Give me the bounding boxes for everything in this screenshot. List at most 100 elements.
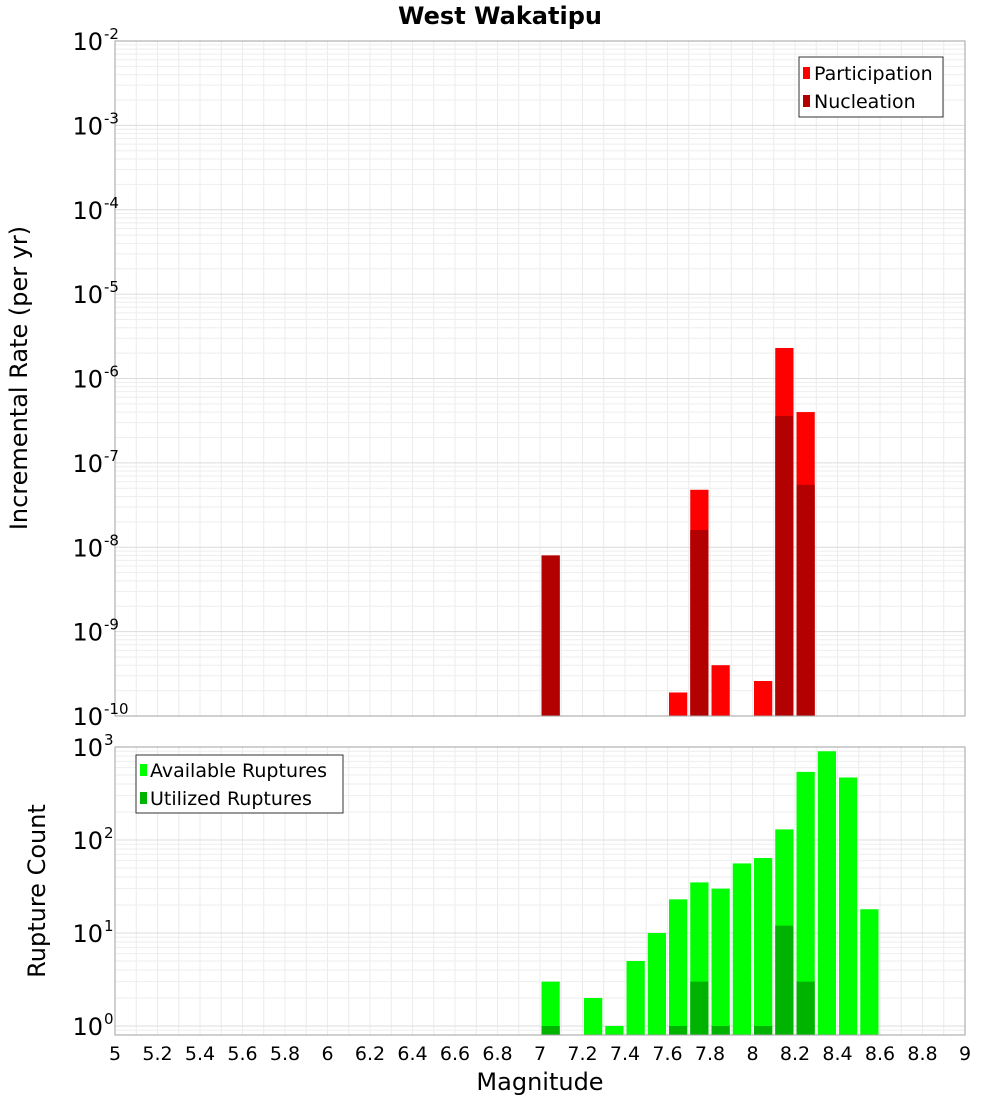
top-y-tick-label: 10	[72, 534, 103, 562]
bottom-y-tick-exponent: 2	[104, 824, 114, 842]
x-tick-label: 7.6	[652, 1043, 682, 1065]
bottom-bar-series-0	[711, 888, 730, 1035]
x-tick-label: 5.2	[142, 1043, 172, 1065]
bottom-bar-series-0	[669, 899, 688, 1035]
x-tick-label: 5.6	[227, 1043, 257, 1065]
bottom-bar-series-0	[541, 981, 560, 1035]
top-y-tick-exponent: -5	[104, 278, 119, 296]
top-plot-bars	[541, 347, 815, 716]
x-tick-label: 8.8	[907, 1043, 937, 1065]
bottom-legend: Available Ruptures Utilized Ruptures	[135, 754, 344, 814]
x-tick-label: 5	[109, 1043, 121, 1065]
x-tick-label: 9	[959, 1043, 971, 1065]
x-axis-label: Magnitude	[476, 1068, 603, 1096]
top-y-tick-exponent: -7	[104, 447, 119, 465]
top-y-tick-exponent: -3	[104, 109, 119, 127]
bottom-bar-series-1	[690, 981, 709, 1035]
x-tick-label: 6.8	[482, 1043, 512, 1065]
top-y-tick-exponent: -4	[104, 194, 119, 212]
bottom-bar-series-0	[796, 771, 815, 1035]
top-y-tick-label: 10	[72, 281, 103, 309]
bottom-bar-series-1	[541, 1025, 560, 1035]
bottom-bar-series-1	[711, 1025, 730, 1035]
top-y-tick-label: 10	[72, 450, 103, 478]
bottom-y-tick-label: 10	[72, 1013, 103, 1041]
top-y-tick-exponent: -10	[104, 700, 129, 718]
bottom-bar-series-1	[669, 1025, 688, 1035]
bottom-bar-series-0	[732, 863, 751, 1035]
top-legend: Participation Nucleation	[798, 56, 944, 118]
bottom-bar-series-0	[647, 932, 666, 1035]
top-y-tick-exponent: -6	[104, 363, 119, 381]
bottom-y-tick-exponent: 3	[104, 731, 114, 749]
top-y-tick-exponent: -2	[104, 25, 119, 43]
x-tick-label: 6.4	[397, 1043, 427, 1065]
bottom-y-tick-label: 10	[72, 827, 103, 855]
bottom-y-tick-exponent: 1	[104, 917, 114, 935]
bottom-bar-series-1	[775, 925, 794, 1035]
bottom-legend-box	[135, 754, 344, 814]
bottom-y-tick-label: 10	[72, 734, 103, 762]
bottom-bar-series-0	[817, 751, 836, 1035]
top-bar-series-1	[690, 530, 709, 716]
bottom-bar-series-1	[754, 1025, 773, 1035]
bottom-bar-series-1	[796, 981, 815, 1035]
x-tick-label: 6	[321, 1043, 333, 1065]
legend-label-available: Available Ruptures	[150, 760, 327, 782]
x-tick-label: 7	[534, 1043, 546, 1065]
legend-swatch-participation	[803, 67, 810, 79]
bottom-bar-series-0	[605, 1025, 624, 1035]
top-bar-series-0	[669, 692, 688, 716]
x-tick-label: 8.2	[780, 1043, 810, 1065]
bottom-bar-series-0	[839, 777, 858, 1035]
top-y-tick-label: 10	[72, 619, 103, 647]
top-y-tick-exponent: -8	[104, 531, 119, 549]
bottom-bar-series-0	[584, 997, 603, 1035]
top-y-tick-label: 10	[72, 703, 103, 731]
x-tick-label: 8.4	[822, 1043, 852, 1065]
top-y-tick-label: 10	[72, 197, 103, 225]
x-tick-label: 8	[746, 1043, 758, 1065]
x-tick-label: 5.4	[185, 1043, 215, 1065]
x-tick-label: 5.8	[270, 1043, 300, 1065]
bottom-bar-series-0	[626, 960, 645, 1035]
top-plot-grid	[114, 41, 966, 717]
top-plot-frame	[114, 40, 966, 717]
bottom-plot-frame	[114, 746, 966, 1036]
top-y-axis-label: Incremental Rate (per yr)	[5, 226, 33, 530]
top-y-tick-label: 10	[72, 366, 103, 394]
legend-label-utilized: Utilized Ruptures	[150, 788, 312, 810]
top-legend-box	[798, 56, 944, 118]
legend-label-participation: Participation	[814, 63, 933, 85]
top-y-tick-label: 10	[72, 112, 103, 140]
top-bar-series-0	[754, 680, 773, 716]
x-tick-label: 6.6	[440, 1043, 470, 1065]
legend-swatch-nucleation	[803, 95, 810, 107]
x-tick-label: 6.2	[355, 1043, 385, 1065]
bottom-bar-series-0	[754, 858, 773, 1035]
legend-swatch-utilized	[140, 792, 147, 804]
x-tick-label: 7.8	[695, 1043, 725, 1065]
bottom-y-axis-label: Rupture Count	[23, 804, 51, 978]
x-tick-label: 8.6	[865, 1043, 895, 1065]
x-tick-label: 7.2	[567, 1043, 597, 1065]
top-y-tick-exponent: -9	[104, 616, 119, 634]
top-bar-series-1	[796, 484, 815, 716]
bottom-bar-series-0	[860, 909, 879, 1035]
bottom-plot-bars	[541, 751, 879, 1035]
legend-label-nucleation: Nucleation	[814, 91, 916, 113]
x-tick-label: 7.4	[610, 1043, 640, 1065]
top-bar-series-1	[541, 555, 560, 716]
top-bar-series-1	[775, 415, 794, 716]
bottom-y-tick-label: 10	[72, 920, 103, 948]
top-bar-series-0	[711, 665, 730, 716]
bottom-y-tick-exponent: 0	[104, 1010, 114, 1028]
chart-title: West Wakatipu	[398, 2, 602, 30]
top-y-tick-label: 10	[72, 28, 103, 56]
x-tick-labels: 5 5.2 5.4 5.6 5.8 6 6.2 6.4 6.6 6.8 7 7.2 7.4 7.6 7.8 8…	[109, 1043, 971, 1065]
